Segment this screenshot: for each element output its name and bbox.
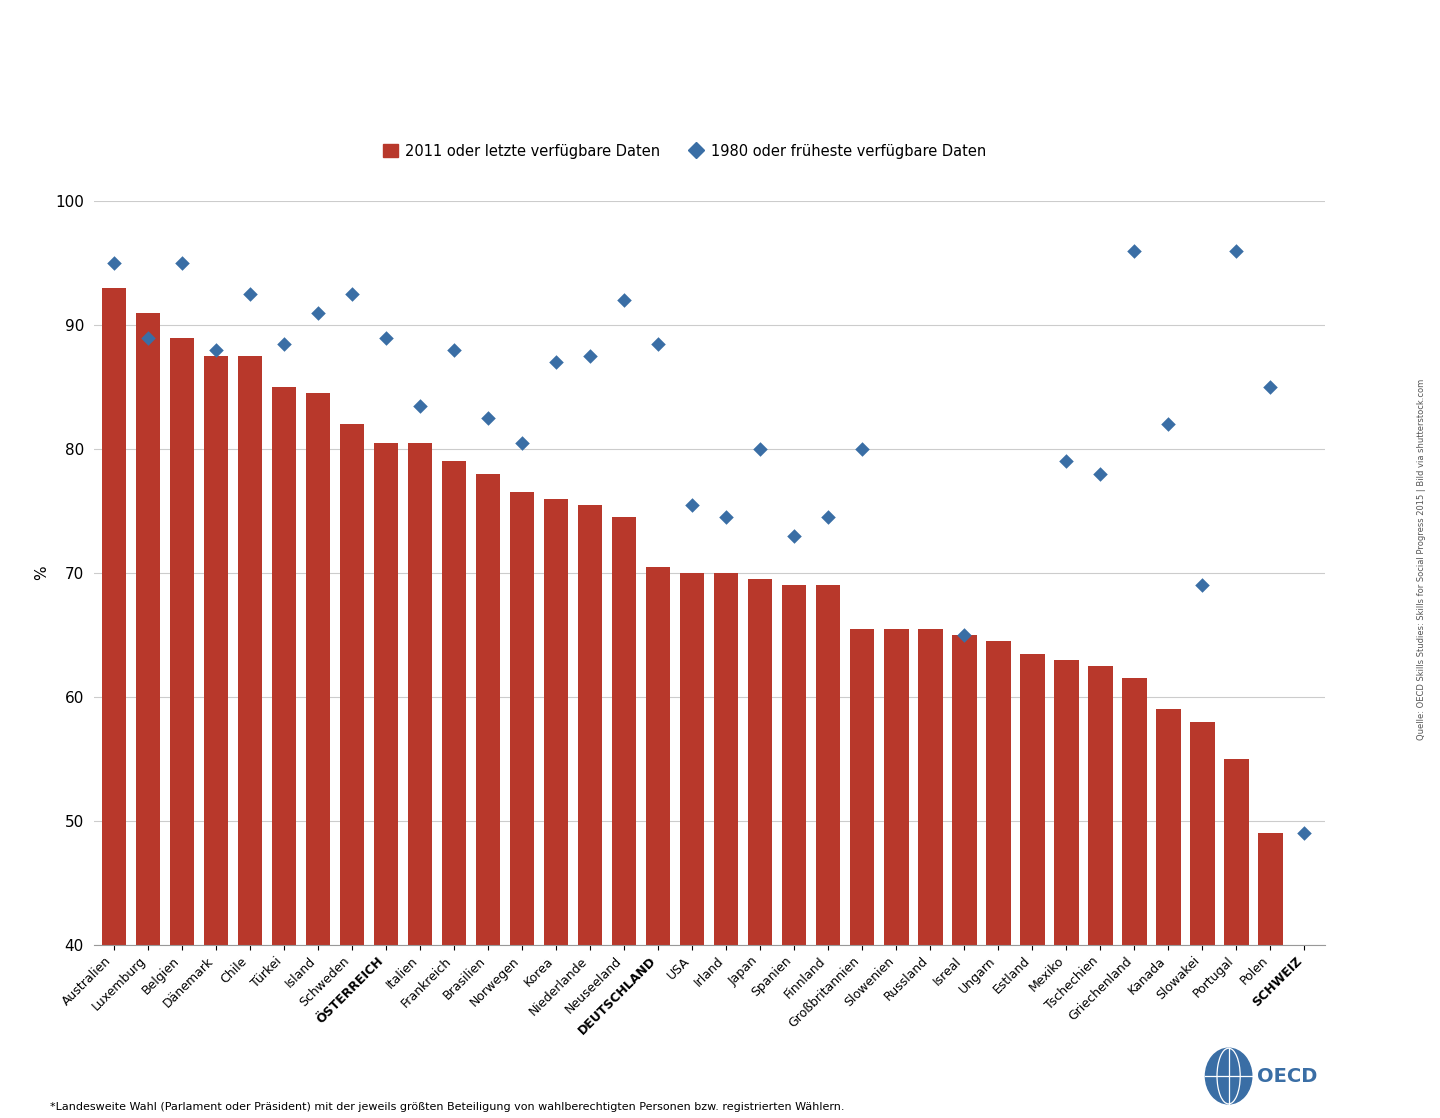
Point [307,304,330,322]
Point [204,341,228,359]
Bar [544,499,569,945]
Bar [952,635,976,945]
Bar [510,492,534,945]
Text: Wahlbeteiligung: Wahlbeteiligung [104,29,488,70]
Point [272,334,295,352]
Point [953,626,976,644]
Point [1293,824,1316,842]
Bar [170,338,194,945]
Bar [714,572,739,945]
Bar [272,387,297,945]
Point [442,341,465,359]
Point [544,353,567,371]
Point [681,496,704,514]
Bar [1122,679,1146,945]
Point [1225,241,1248,259]
Point [511,434,534,452]
Point [137,329,160,347]
Bar [647,567,671,945]
Text: Quelle: OECD Skills Studies: Skills for Social Progress 2015 | Bild via shutters: Quelle: OECD Skills Studies: Skills for … [1417,378,1426,740]
Bar [816,586,841,945]
Point [239,285,262,303]
Circle shape [1205,1049,1251,1103]
Point [816,509,840,527]
Bar [204,357,229,945]
Point [851,440,874,458]
Point [783,527,806,544]
Point [749,440,772,458]
Point [409,397,432,415]
Point [1089,465,1112,483]
Point [647,334,670,352]
Text: Anteil der abgegebenen Wählerstimmen im Verhältnis zur Wahlbevölkerung, in Proze: Anteil der abgegebenen Wählerstimmen im … [104,114,899,132]
Bar [1020,654,1044,945]
Point [1156,415,1179,433]
Point [579,348,602,366]
Legend: 2011 oder letzte verfügbare Daten, 1980 oder früheste verfügbare Daten: 2011 oder letzte verfügbare Daten, 1980 … [377,138,992,164]
Point [1054,453,1077,471]
Point [1191,577,1214,595]
Point [341,285,364,303]
Text: OECD: OECD [1257,1067,1318,1086]
Bar [1189,722,1214,945]
Bar [782,586,806,945]
Bar [135,313,160,945]
Bar [747,579,772,945]
Bar [1259,833,1283,945]
Bar [1054,660,1079,945]
Y-axis label: %: % [35,566,49,580]
Point [714,509,737,527]
Point [1123,241,1146,259]
Text: *Landesweite Wahl (Parlament oder Präsident) mit der jeweils größten Beteiligung: *Landesweite Wahl (Parlament oder Präsid… [50,1102,845,1112]
Bar [680,572,704,945]
Point [477,409,500,427]
Point [102,254,125,272]
Bar [577,505,602,945]
Bar [305,394,330,945]
Bar [1089,666,1113,945]
Bar [1156,709,1181,945]
Bar [238,357,262,945]
Bar [340,424,364,945]
Point [374,329,397,347]
Point [170,254,193,272]
Bar [442,462,467,945]
Bar [475,474,500,945]
Bar [612,518,636,945]
Bar [884,628,909,945]
Point [612,292,635,310]
Bar [374,443,399,945]
Bar [850,628,874,945]
Bar [986,641,1011,945]
Bar [1224,759,1248,945]
Bar [408,443,432,945]
Bar [102,288,127,945]
Bar [919,628,943,945]
Point [1259,378,1282,396]
